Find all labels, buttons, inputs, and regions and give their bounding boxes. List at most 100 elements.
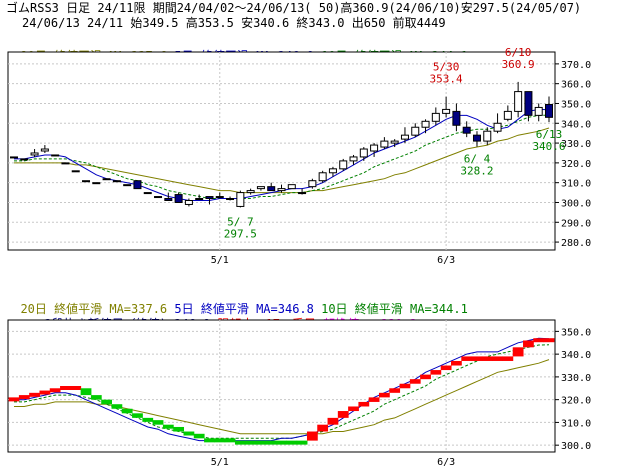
candle <box>503 110 512 120</box>
new-price-brick <box>70 386 82 390</box>
new-price-brick <box>162 424 174 429</box>
annotation-value: 340.6 <box>532 140 565 153</box>
candle <box>452 110 461 126</box>
new-price-brick <box>173 426 185 432</box>
candle <box>534 106 543 116</box>
new-price-brick <box>152 420 164 425</box>
candle <box>524 91 533 116</box>
annotation-value: 353.4 <box>430 73 463 86</box>
new-price-brick <box>18 395 30 400</box>
new-price-brick <box>49 388 61 393</box>
candle <box>20 158 29 161</box>
candle <box>71 170 80 173</box>
candle <box>30 152 39 156</box>
candle <box>287 184 296 190</box>
new-price-brick <box>492 356 503 361</box>
new-price-brick <box>358 401 370 407</box>
new-price-brick <box>389 388 401 393</box>
candle <box>339 160 348 170</box>
new-price-brick <box>378 392 390 398</box>
y-tick-label: 370.0 <box>561 60 591 71</box>
candle <box>164 198 173 202</box>
new-price-brick <box>523 340 534 348</box>
new-price-brick <box>409 379 421 384</box>
candle <box>112 180 121 183</box>
x-tick-label: 5/1 <box>211 457 229 468</box>
new-price-brick <box>101 399 112 405</box>
candle <box>236 192 245 207</box>
new-price-brick <box>142 417 154 422</box>
new-price-brick <box>420 374 431 380</box>
y-tick-label: 310.0 <box>561 179 591 190</box>
candle <box>154 196 163 199</box>
new-price-brick <box>224 438 236 443</box>
new-price-brick <box>286 440 298 445</box>
candle <box>298 192 307 195</box>
plot-frame <box>7 319 556 453</box>
x-tick-label: 5/1 <box>211 255 229 266</box>
new-price-brick <box>440 365 452 371</box>
candle <box>472 134 481 142</box>
annotation-date: 5/ 7 <box>227 215 254 228</box>
y-tick-label: 340.0 <box>561 119 591 130</box>
annotation-date: 6/ 4 <box>464 153 491 166</box>
x-tick-label: 6/3 <box>437 255 455 266</box>
new-price-brick <box>368 397 380 402</box>
new-price-brick <box>29 392 40 397</box>
candle <box>483 130 492 142</box>
y-tick-label: 350.0 <box>561 99 591 110</box>
candle <box>390 140 399 144</box>
candle <box>246 190 255 194</box>
candlestick-chart[interactable]: 280.0 290.0 300.0 310.0 320.0 330.0 340.0 350.0… <box>7 46 591 266</box>
new-price-brick <box>306 431 318 441</box>
candle <box>215 196 224 199</box>
candle <box>256 186 265 190</box>
symbol-period-header: ゴムRSS3 日足 24/11限 期間24/04/02～24/06/13( 50… <box>6 1 582 15</box>
candle <box>411 126 420 136</box>
candle <box>318 172 327 182</box>
candle <box>40 148 49 152</box>
candle <box>61 162 70 165</box>
new-price-brick <box>296 440 308 445</box>
new-price-brick-chart[interactable]: 300.0 310.0 320.0 330.0 340.0 350.0 5/1 6/3 <box>7 319 591 468</box>
y-tick-label: 300.0 <box>561 441 591 452</box>
y-tick-label: 330.0 <box>561 373 591 384</box>
new-price-brick <box>543 338 555 343</box>
candle <box>195 198 204 201</box>
new-price-brick <box>430 370 442 375</box>
new-price-brick <box>214 438 226 443</box>
new-price-brick <box>502 356 514 361</box>
new-price-brick <box>512 347 524 357</box>
y-tick-label: 300.0 <box>561 198 591 209</box>
candle <box>462 126 471 134</box>
annotation-value: 360.9 <box>502 58 535 71</box>
y-tick-label: 290.0 <box>561 218 591 229</box>
new-price-brick <box>327 417 339 425</box>
candle <box>514 91 523 112</box>
lower-legend: 20日 終値平滑 MA=337.6 5日 終値平滑 MA=346.8 10日 終… <box>6 288 467 316</box>
candle <box>205 196 214 200</box>
y-tick-label: 330.0 <box>561 139 591 150</box>
new-price-brick <box>265 440 277 445</box>
y-tick-label: 320.0 <box>561 159 591 170</box>
new-price-brick <box>39 390 51 395</box>
new-price-brick <box>132 413 143 418</box>
candle <box>102 178 111 181</box>
candle <box>123 184 132 187</box>
candle <box>349 156 358 162</box>
new-price-brick <box>255 440 267 445</box>
y-tick-label: 320.0 <box>561 396 591 407</box>
new-price-brick <box>533 338 545 343</box>
new-price-brick <box>8 397 20 402</box>
ma10-legend-lower: 10日 終値平滑 MA=344.1 <box>321 302 468 316</box>
ma10-line <box>14 114 550 199</box>
new-price-brick <box>481 356 493 361</box>
new-price-brick <box>348 406 359 412</box>
y-tick-label: 280.0 <box>561 238 591 249</box>
candle <box>82 180 91 183</box>
y-tick-label: 310.0 <box>561 418 591 429</box>
new-price-brick <box>234 440 246 445</box>
new-price-brick <box>121 408 133 414</box>
candle <box>442 108 451 114</box>
new-price-brick <box>183 431 195 436</box>
